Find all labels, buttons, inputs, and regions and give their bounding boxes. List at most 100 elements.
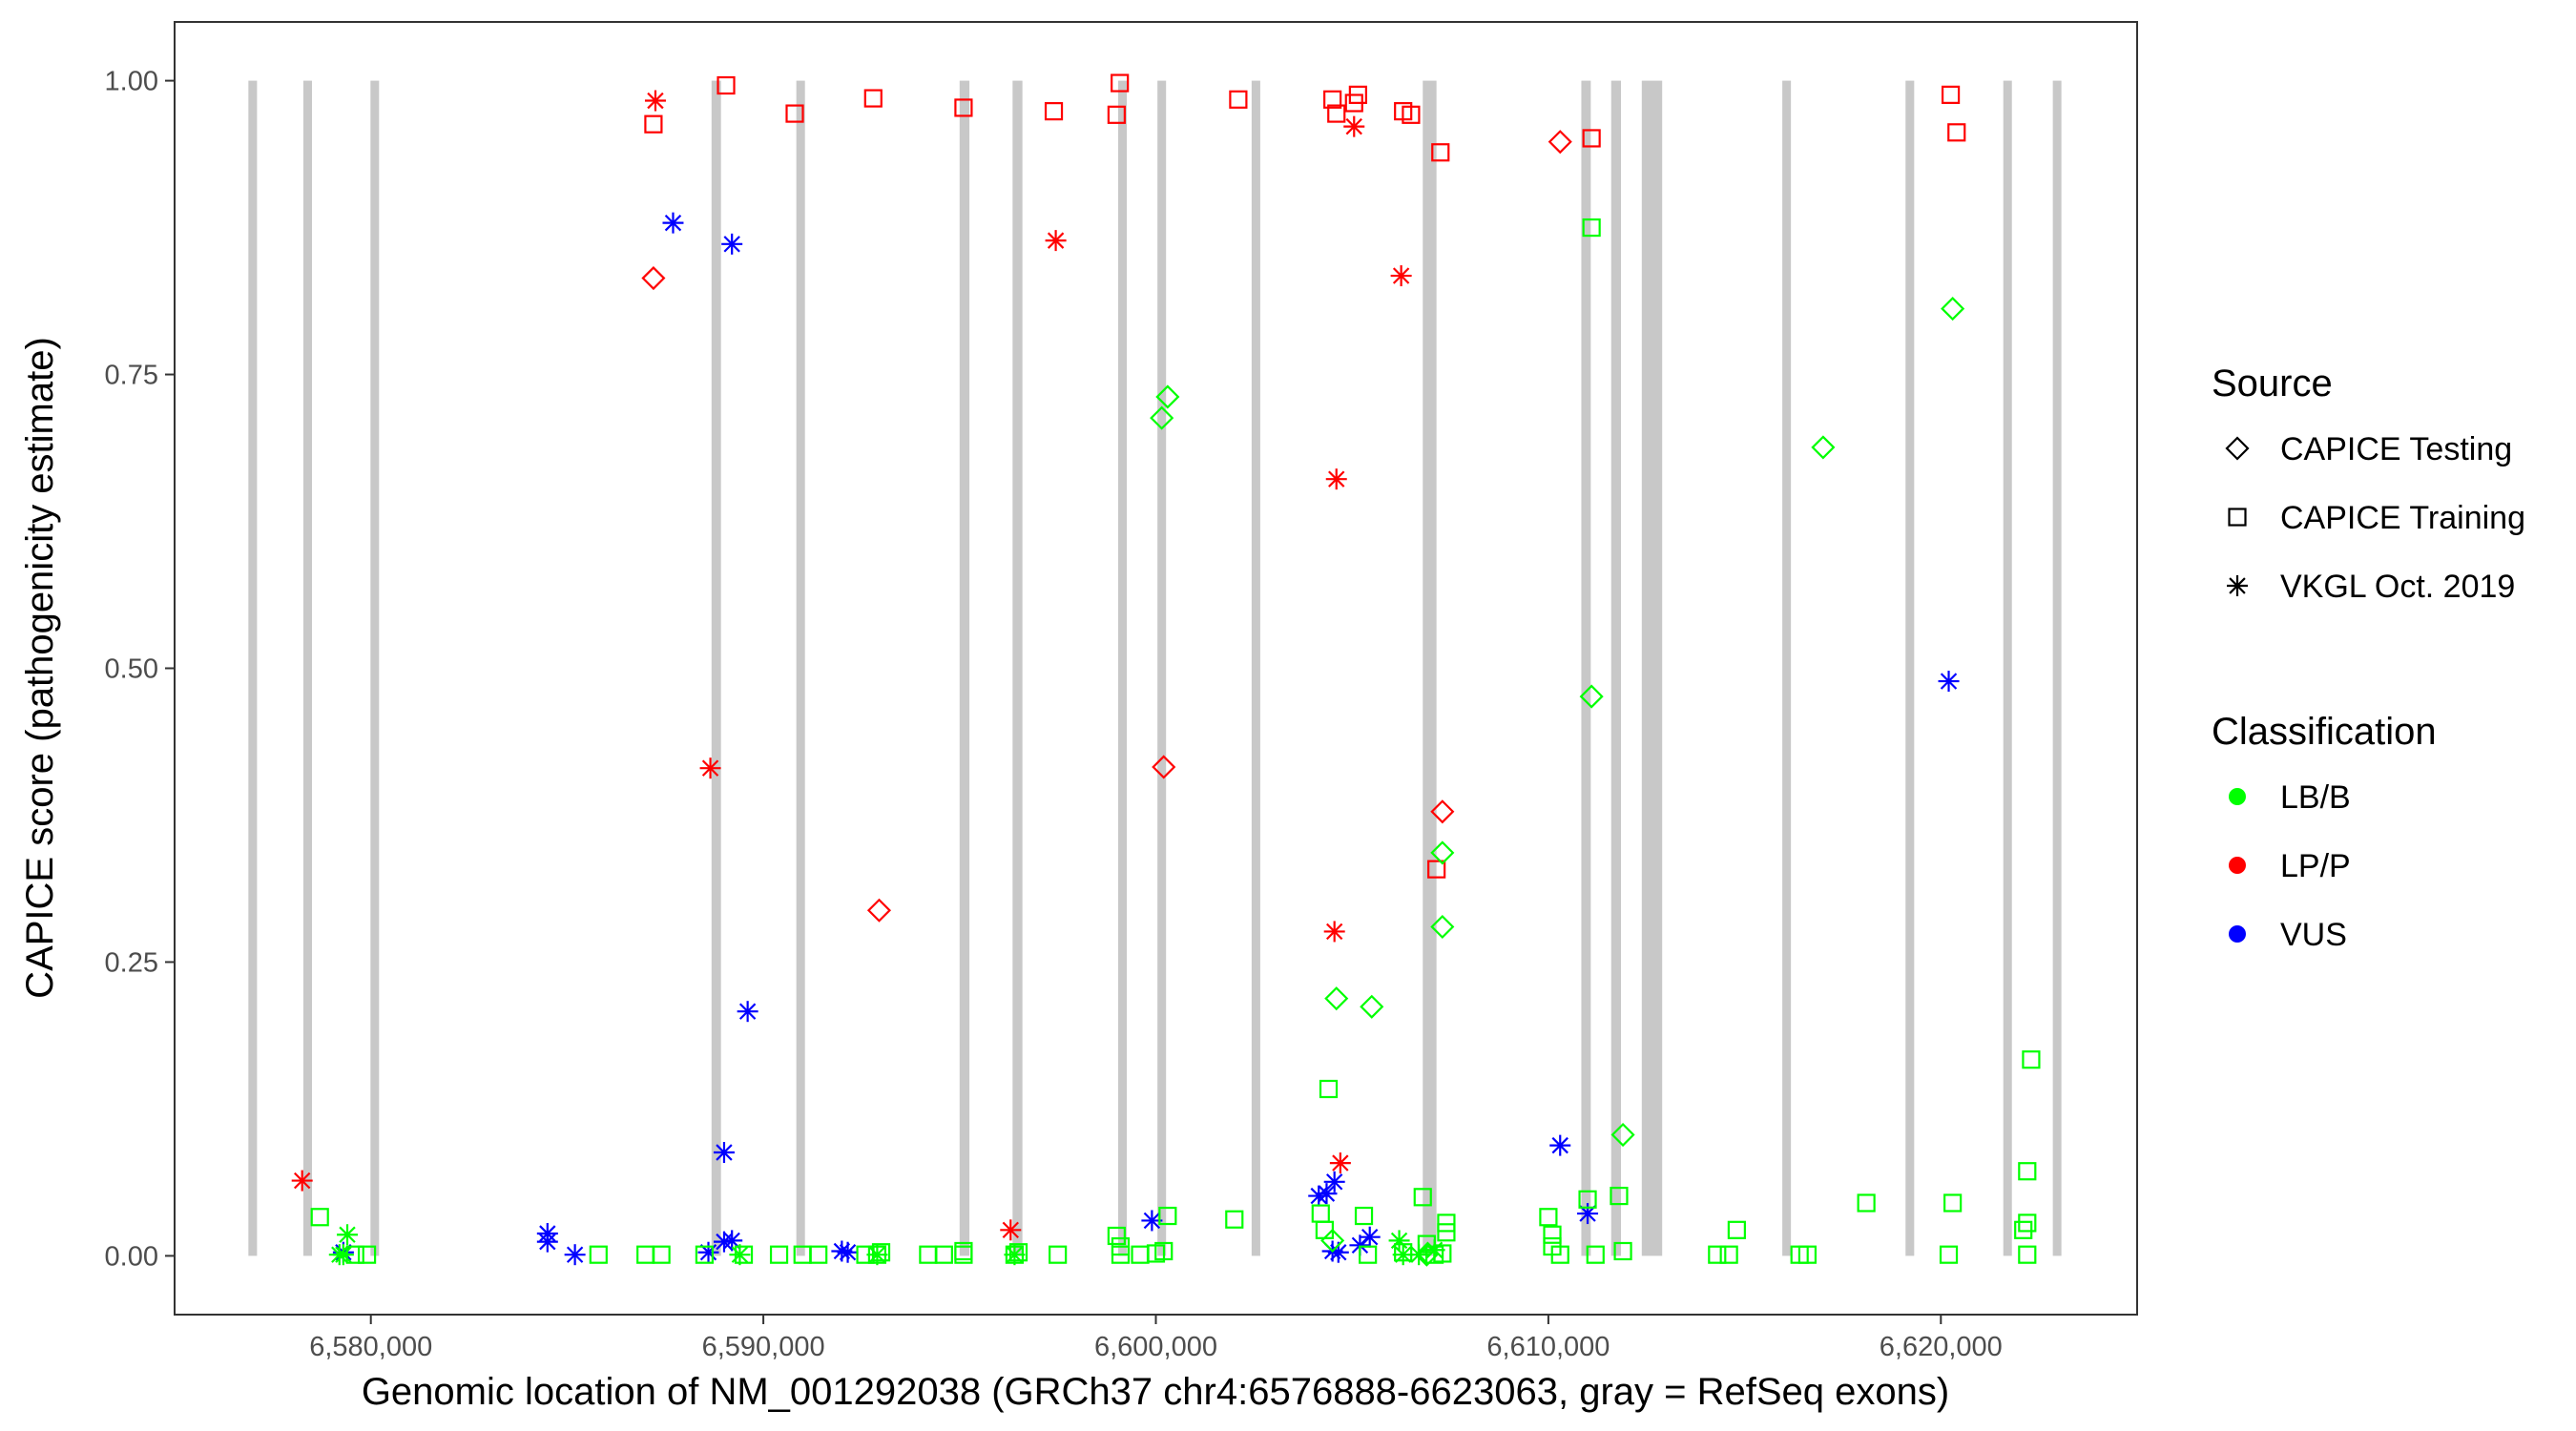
- x-axis: 6,580,000 6,590,000 6,600,000 6,610,000 6,62…: [309, 1315, 2003, 1362]
- data-point: [1045, 230, 1067, 252]
- data-point: [1402, 105, 1421, 124]
- exon-band: [1641, 80, 1663, 1256]
- data-point: [1000, 1219, 1022, 1241]
- exon-band: [1251, 80, 1260, 1256]
- exon-band: [959, 80, 970, 1256]
- data-point: [866, 1244, 888, 1266]
- data-point: [1430, 840, 1455, 865]
- data-point: [310, 1208, 329, 1227]
- legend-source-title: Source: [2212, 363, 2333, 404]
- data-point: [1539, 1208, 1558, 1227]
- data-point: [357, 1245, 377, 1264]
- data-point: [1610, 1122, 1635, 1148]
- legend-source-label: CAPICE Training: [2280, 500, 2525, 536]
- data-point: [1323, 921, 1345, 943]
- data-point: [785, 104, 804, 123]
- data-point: [1427, 860, 1446, 879]
- plot-background: [175, 22, 2137, 1315]
- data-point: [652, 1245, 671, 1264]
- data-point: [662, 212, 684, 234]
- data-point: [1579, 684, 1604, 709]
- exon-band: [1905, 80, 1915, 1256]
- data-point: [695, 1245, 714, 1264]
- data-point: [1938, 671, 1960, 693]
- data-point: [1613, 1241, 1632, 1261]
- data-point: [1430, 799, 1455, 824]
- data-point: [2014, 1220, 2033, 1239]
- data-point: [1947, 123, 1966, 142]
- data-point: [769, 1245, 789, 1264]
- legend-classification-key: [2229, 925, 2246, 943]
- data-point: [1941, 85, 1961, 104]
- data-point: [1329, 1152, 1351, 1174]
- data-point: [954, 98, 973, 117]
- data-point: [536, 1231, 558, 1253]
- data-point: [1348, 85, 1367, 104]
- data-point: [717, 75, 736, 95]
- y-axis: 0.00 0.25 0.50 0.75 1.00: [105, 67, 175, 1272]
- legend-source-key: [2227, 575, 2248, 596]
- data-point: [1107, 1226, 1126, 1246]
- legend-classification-items: LB/B LP/P VUS: [2229, 779, 2351, 953]
- data-point: [1324, 986, 1349, 1011]
- legend-source-items: CAPICE Testing CAPICE Training VKGL Oct. 2…: [2225, 431, 2525, 605]
- data-point: [1943, 1193, 1963, 1213]
- data-point: [863, 89, 883, 108]
- y-axis-title: CAPICE score (pathogenicity estimate): [19, 337, 61, 999]
- exon-band: [248, 80, 258, 1256]
- data-point: [1408, 1244, 1430, 1266]
- exon-band: [796, 80, 805, 1256]
- data-point: [1152, 755, 1176, 779]
- data-point: [1423, 1239, 1445, 1261]
- data-point: [1359, 1226, 1381, 1248]
- data-point: [564, 1244, 586, 1266]
- data-point: [337, 1224, 359, 1246]
- data-point: [1008, 1243, 1028, 1262]
- data-point: [1323, 1171, 1345, 1192]
- data-point: [1325, 468, 1347, 490]
- data-point: [1437, 1223, 1456, 1242]
- legend-source-key: [2225, 436, 2250, 461]
- y-tick-label: 0.25: [105, 947, 158, 978]
- data-point: [1044, 102, 1064, 121]
- data-point: [1413, 1188, 1432, 1207]
- legend-classification-label: VUS: [2280, 917, 2347, 953]
- data-point: [1229, 90, 1248, 109]
- data-point: [589, 1245, 608, 1264]
- data-points: [291, 73, 2041, 1267]
- data-point: [1327, 104, 1346, 123]
- data-point: [1708, 1245, 1727, 1264]
- legend-classification-label: LP/P: [2280, 848, 2351, 884]
- data-point: [954, 1241, 973, 1261]
- data-point: [1111, 73, 1130, 93]
- data-point: [2018, 1162, 2037, 1181]
- data-point: [644, 114, 663, 134]
- exon-band: [711, 80, 721, 1256]
- legend-source: Source CAPICE Testing CAPICE Training VKGL…: [2212, 363, 2525, 605]
- x-tick-label: 6,590,000: [702, 1332, 825, 1362]
- data-point: [1857, 1193, 1876, 1213]
- data-point: [332, 1244, 354, 1266]
- legend-classification-label: LB/B: [2280, 779, 2351, 816]
- y-tick-label: 0.75: [105, 361, 158, 391]
- legend-classification-key: [2229, 788, 2246, 805]
- data-point: [1549, 1134, 1571, 1156]
- exon-band: [1157, 80, 1167, 1256]
- data-point: [1543, 1225, 1562, 1244]
- data-point: [1360, 994, 1384, 1019]
- data-point: [1154, 1241, 1174, 1261]
- exon-bands: [248, 80, 2062, 1256]
- data-point: [1610, 1186, 1629, 1206]
- data-point: [1359, 1245, 1378, 1264]
- data-point: [1582, 129, 1601, 148]
- data-point: [699, 757, 721, 779]
- legend-source-label: CAPICE Testing: [2280, 431, 2512, 467]
- data-point: [721, 1230, 743, 1252]
- x-tick-label: 6,580,000: [309, 1332, 432, 1362]
- exon-band: [1423, 80, 1437, 1256]
- legend-source-label: VKGL Oct. 2019: [2280, 569, 2515, 605]
- data-point: [641, 265, 666, 291]
- data-point: [866, 898, 892, 923]
- x-tick-label: 6,620,000: [1880, 1332, 2003, 1362]
